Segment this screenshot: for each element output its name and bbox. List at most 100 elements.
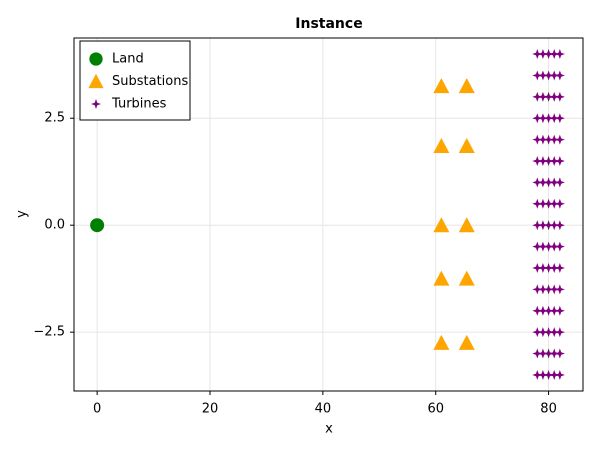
point	[554, 327, 565, 338]
point	[549, 156, 560, 167]
point	[532, 156, 543, 167]
point	[537, 348, 548, 359]
point	[543, 220, 554, 231]
point	[554, 113, 565, 124]
point	[532, 241, 543, 252]
point	[543, 113, 554, 124]
point	[532, 284, 543, 295]
point	[554, 91, 565, 102]
point	[543, 305, 554, 316]
point	[532, 70, 543, 81]
point	[543, 262, 554, 273]
point	[549, 49, 560, 60]
plot-frame	[73, 37, 584, 392]
point	[549, 241, 560, 252]
point	[549, 369, 560, 380]
chart-title: Instance	[295, 16, 362, 32]
point	[549, 348, 560, 359]
point	[537, 177, 548, 188]
point	[554, 369, 565, 380]
point	[537, 156, 548, 167]
x-tick-label: 20	[202, 402, 219, 417]
point	[549, 284, 560, 295]
point	[458, 217, 475, 233]
point	[543, 156, 554, 167]
point	[554, 305, 565, 316]
point	[433, 334, 450, 350]
point	[537, 198, 548, 209]
point	[537, 284, 548, 295]
point	[543, 241, 554, 252]
point	[537, 241, 548, 252]
x-tick-label: 0	[93, 402, 101, 417]
point	[433, 270, 450, 286]
point	[549, 177, 560, 188]
point	[549, 134, 560, 145]
legend-label: Substations	[112, 74, 188, 89]
point	[543, 91, 554, 102]
point	[543, 198, 554, 209]
point	[537, 369, 548, 380]
y-tick-label: −2.5	[33, 325, 65, 340]
point	[433, 217, 450, 233]
point	[532, 113, 543, 124]
point	[549, 305, 560, 316]
point	[543, 369, 554, 380]
point	[537, 327, 548, 338]
point	[537, 262, 548, 273]
point	[537, 91, 548, 102]
point	[433, 78, 450, 94]
x-tick-label: 60	[427, 402, 444, 417]
point	[537, 113, 548, 124]
point	[537, 134, 548, 145]
point	[543, 70, 554, 81]
y-axis-label: y	[15, 210, 30, 218]
point	[458, 270, 475, 286]
legend-marker	[91, 99, 101, 109]
point	[532, 49, 543, 60]
point	[433, 138, 450, 154]
point	[549, 91, 560, 102]
point	[554, 156, 565, 167]
point	[532, 198, 543, 209]
point	[554, 348, 565, 359]
point	[458, 334, 475, 350]
point	[554, 241, 565, 252]
point	[549, 262, 560, 273]
point	[554, 134, 565, 145]
point	[549, 327, 560, 338]
point	[549, 220, 560, 231]
point	[554, 198, 565, 209]
point	[554, 220, 565, 231]
point	[554, 49, 565, 60]
point	[537, 70, 548, 81]
point	[532, 305, 543, 316]
point	[532, 262, 543, 273]
point	[549, 113, 560, 124]
point	[532, 134, 543, 145]
point	[554, 177, 565, 188]
point	[549, 198, 560, 209]
point	[537, 49, 548, 60]
y-tick-label: 0.0	[44, 218, 65, 233]
point	[458, 138, 475, 154]
point	[549, 70, 560, 81]
point	[532, 327, 543, 338]
legend-marker	[88, 73, 104, 89]
y-tick-label: 2.5	[44, 111, 65, 126]
point	[90, 218, 105, 233]
legend-marker	[89, 52, 103, 66]
point	[532, 91, 543, 102]
point	[537, 305, 548, 316]
point	[543, 134, 554, 145]
point	[543, 284, 554, 295]
point	[543, 177, 554, 188]
point	[532, 348, 543, 359]
legend-label: Land	[112, 52, 144, 67]
x-tick-label: 40	[315, 402, 332, 417]
legend-label: Turbines	[111, 97, 167, 112]
point	[543, 327, 554, 338]
point	[543, 49, 554, 60]
point	[458, 78, 475, 94]
